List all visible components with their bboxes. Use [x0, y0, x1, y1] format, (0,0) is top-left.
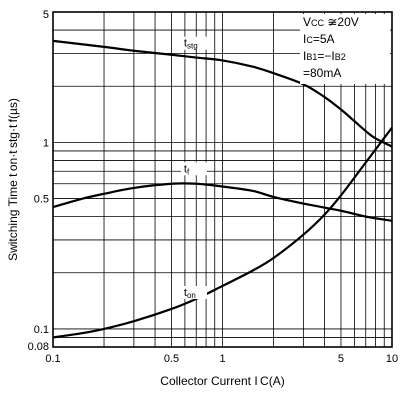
curve-label-bg-ton — [180, 286, 207, 300]
x-tick-label: 1 — [219, 353, 225, 365]
curves — [52, 39, 393, 339]
series-line-tstg — [52, 39, 393, 148]
curve-labels: tstg tf ton — [180, 36, 207, 300]
x-tick-label: 10 — [386, 353, 398, 365]
y-axis-title: Switching Time t on·t stg·t f(µs) — [6, 98, 20, 261]
curve-label-ton: ton — [184, 287, 196, 300]
y-tick-label: 0.5 — [34, 194, 49, 206]
condition-line-0: VCC ≆20V — [303, 15, 359, 29]
x-axis-title: Collector Current I C(A) — [160, 374, 284, 388]
y-tick-label: 1 — [43, 137, 49, 149]
y-tick-label: 5 — [43, 9, 49, 21]
y-tick-label: 0.1 — [34, 324, 49, 336]
curve-label-tstg: tstg — [184, 38, 198, 51]
condition-line-2: IB1=−IB2 — [303, 49, 346, 63]
condition-line-1: IC=5A — [303, 32, 335, 46]
x-tick-label: 0.1 — [45, 353, 60, 365]
condition-line-3: =80mA — [303, 66, 341, 80]
curve-label-tf: tf — [184, 163, 190, 176]
conditions-box: VCC ≆20V IC=5A IB1=−IB2 =80mA — [300, 14, 390, 84]
series-line-ton — [52, 126, 393, 339]
y-tick-labels: 0.08 0.1 0.5 1 5 — [28, 9, 49, 353]
plot-frame — [52, 11, 393, 348]
x-tick-label: 5 — [338, 353, 344, 365]
series-line-tf — [52, 182, 393, 222]
curve-label-bg-tstg — [180, 36, 207, 50]
y-tick-label: 0.08 — [28, 341, 49, 353]
conditions-bg — [300, 14, 390, 84]
x-tick-label: 0.5 — [164, 353, 179, 365]
x-tick-labels: 0.1 0.5 1 5 10 — [45, 353, 398, 365]
curve-label-bg-tf — [180, 162, 207, 176]
